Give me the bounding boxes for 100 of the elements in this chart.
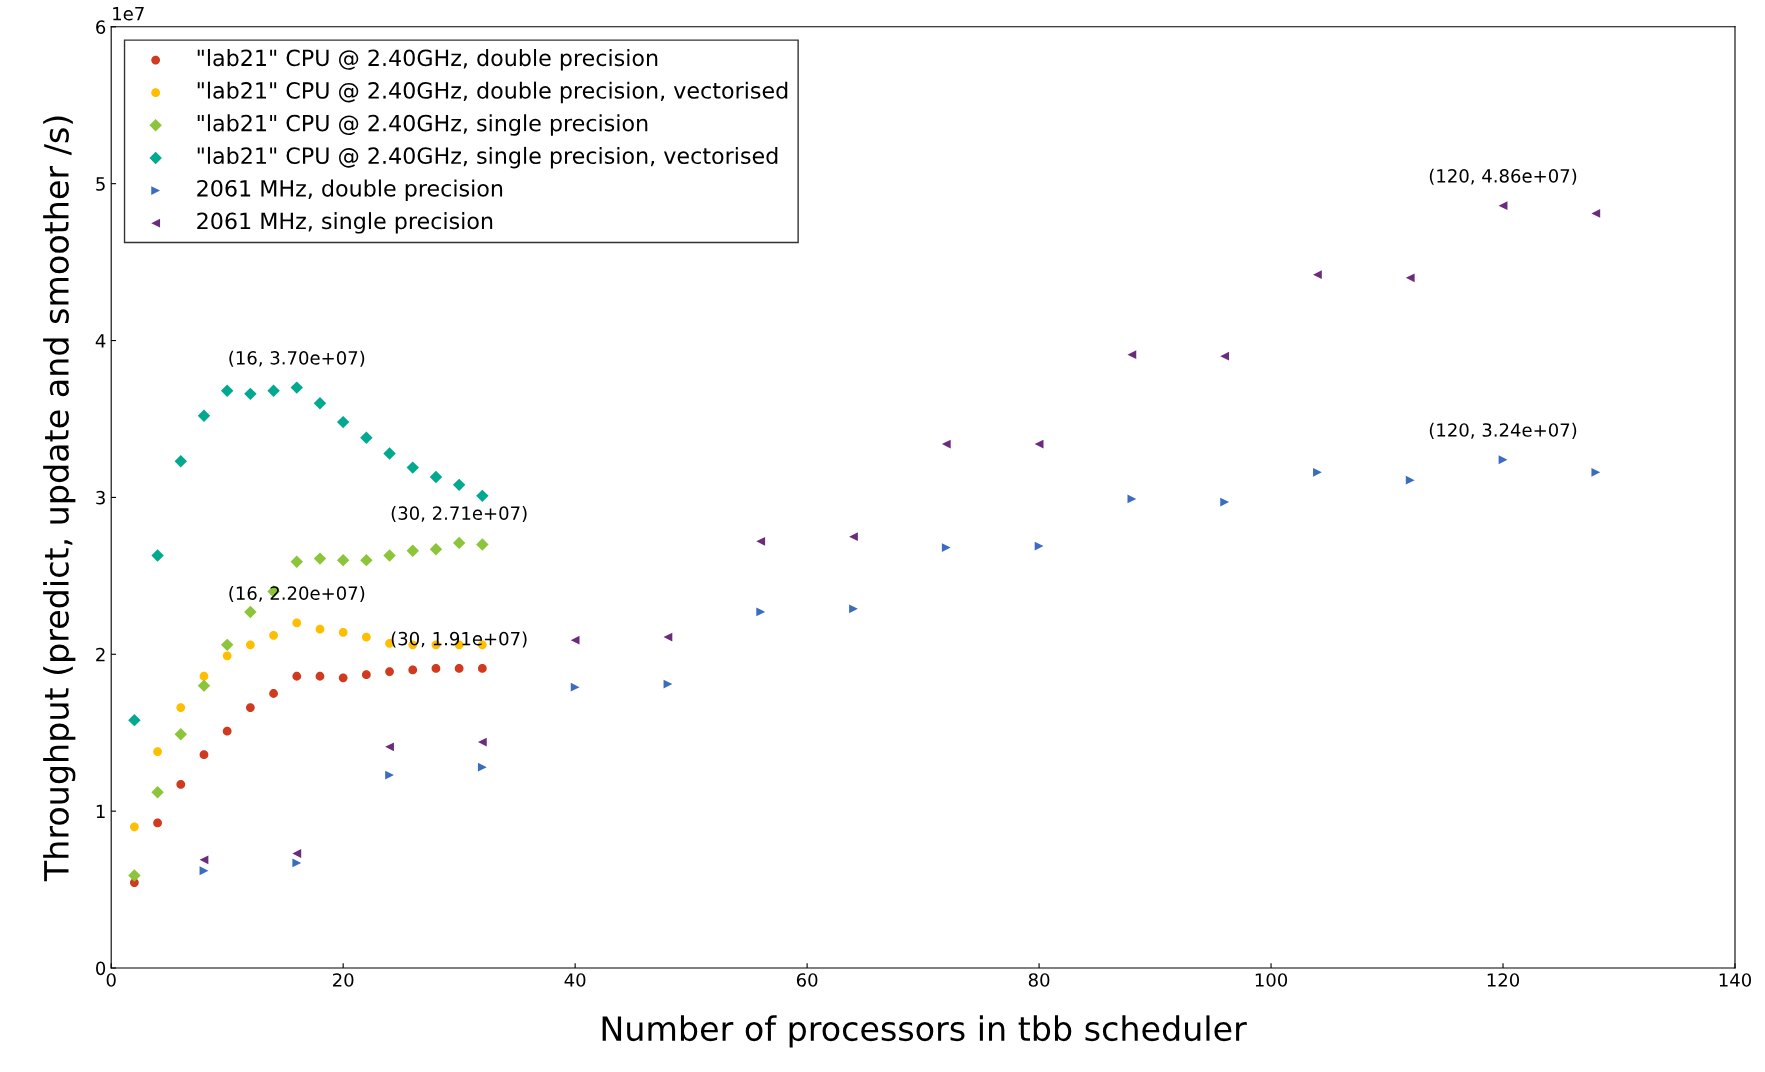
y-tick-label: 2 [96,647,105,662]
point [220,384,234,397]
point [477,762,487,772]
x-tick-label: 20 [333,973,354,987]
point [222,726,232,736]
point [1220,497,1230,507]
point [477,737,487,747]
point [290,555,303,568]
point [128,869,141,882]
y-tick-label: 4 [95,334,106,348]
point [176,703,186,712]
x-axis-title: Number of processors in tbb scheduler [602,1015,1247,1048]
point [338,627,348,637]
annotation: (16, 2.20e+07) [229,586,365,603]
point [406,461,419,474]
point [360,431,373,445]
point [385,742,394,752]
point [477,664,487,673]
point [336,553,350,567]
point [454,664,464,673]
point [153,818,162,828]
annotation: (120, 3.24e+07) [1429,422,1577,439]
point [385,770,394,780]
point [292,849,302,858]
point [408,665,418,675]
legend-label: 2061 MHz, double precision [197,179,503,201]
point [476,538,489,551]
point [267,384,280,397]
x-tick-label: 80 [1028,973,1050,987]
legend-label: 2061 MHz, single precision [197,212,493,234]
point [313,552,327,565]
point [199,855,209,865]
point [756,536,766,546]
point [1591,467,1601,477]
point [315,624,325,634]
point [174,455,187,468]
point [452,478,466,492]
text: 1e7 [113,7,144,21]
x-tick-label: 60 [796,973,818,987]
point [1498,201,1508,211]
legend-label: "lab21" CPU @ 2.40GHz, double precision [197,49,658,71]
point [429,470,443,484]
point [1498,455,1508,465]
point [383,549,396,562]
annotation: (16, 3.70e+07) [229,350,365,367]
point [941,543,951,552]
point [570,682,580,692]
point [406,544,419,557]
point [292,858,302,868]
annotation: (120, 4.86e+07) [1429,168,1577,185]
point [244,605,257,619]
legend-label: "lab21" CPU @ 2.40GHz, double precision, vectorised [197,81,788,104]
point [361,632,371,642]
x-tick-label: 40 [564,973,586,987]
point [174,728,187,741]
x-tick-label: 140 [1719,973,1752,987]
point [431,664,441,673]
point [199,866,209,876]
point [245,703,255,712]
point [476,489,489,503]
legend-label: "lab21" CPU @ 2.40GHz, single precision [197,114,648,136]
point [130,822,139,832]
point [1127,350,1137,360]
point [849,532,858,542]
point [1591,209,1601,218]
point [570,635,580,645]
point [1405,475,1415,485]
point [1313,270,1322,280]
y-tick-label: 0 [96,961,106,976]
x-tick-label: 100 [1255,973,1288,987]
point [244,387,257,401]
point [336,415,350,429]
point [153,747,162,756]
point [269,631,278,640]
point [292,618,302,628]
point [452,536,466,550]
point [360,553,373,567]
x-tick-label: 120 [1487,973,1520,987]
point [1220,351,1230,361]
point [361,670,371,680]
point [1313,467,1322,477]
point [269,689,278,698]
y-tick-label: 3 [96,490,105,505]
point [383,447,396,460]
point [941,439,951,449]
point [197,679,211,692]
point [222,651,232,661]
point [756,607,766,617]
y-tick-label: 1 [96,804,105,819]
point [429,542,443,556]
point [197,409,211,423]
point [1405,273,1415,283]
point [313,397,327,410]
point [290,381,303,394]
point [292,671,302,681]
point [338,673,348,683]
legend-label: "lab21" CPU @ 2.40GHz, single precision, vectorised [197,146,778,169]
y-axis-title: Throughput (predict, update and smoother /s) [43,116,76,882]
point [220,638,234,652]
y-tick-label: 5 [96,177,105,191]
